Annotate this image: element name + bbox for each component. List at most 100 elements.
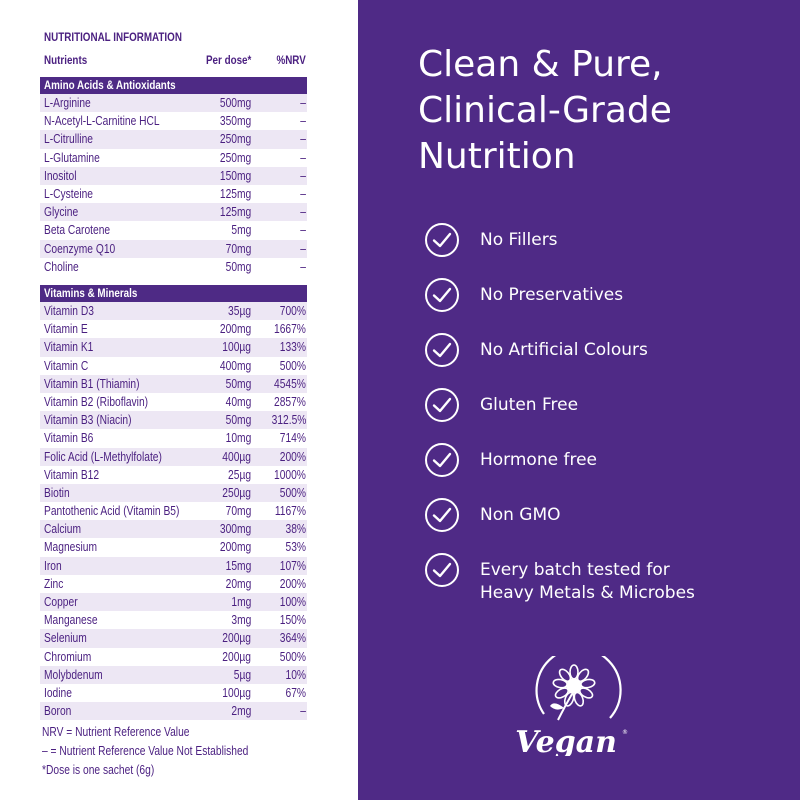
dose-value: 125mg bbox=[219, 186, 251, 201]
table-row: N-Acetyl-L-Carnitine HCL 350mg – bbox=[40, 112, 307, 131]
nutrient-name: Magnesium bbox=[44, 540, 97, 555]
dose-value: 40mg bbox=[225, 394, 251, 409]
check-circle-icon bbox=[425, 498, 459, 532]
check-circle-icon bbox=[425, 333, 459, 367]
nrv-value: 714% bbox=[279, 431, 306, 446]
nrv-value: – bbox=[300, 205, 306, 220]
table-row: Vitamin B2 (Riboflavin) 40mg 2857% bbox=[40, 392, 307, 412]
nutrient-name: L-Cysteine bbox=[44, 186, 93, 201]
table-row: Chromium 200µg 500% bbox=[40, 647, 307, 666]
feature-label-line: Gluten Free bbox=[480, 395, 579, 415]
dose-value: 15mg bbox=[225, 558, 251, 573]
table-row: Pantothenic Acid (Vitamin B5) 70mg 1167% bbox=[40, 502, 307, 521]
nutrient-name: Vitamin B2 (Riboflavin) bbox=[44, 394, 149, 409]
nrv-value: 2857% bbox=[274, 394, 306, 409]
dose-value: 70mg bbox=[225, 241, 251, 256]
header-per-dose: Per dose* bbox=[205, 53, 251, 67]
vitamins-minerals-table: Vitamin D3 35µg 700% Vitamin E 200mg 1667% Vit… bbox=[40, 302, 307, 721]
nutrient-name: Vitamin B3 (Niacin) bbox=[44, 413, 132, 428]
nutrient-name: Folic Acid (L-Methylfolate) bbox=[44, 449, 162, 464]
nrv-value: 107% bbox=[279, 558, 306, 573]
nrv-value: 200% bbox=[279, 449, 306, 464]
section-header-amino: Amino Acids & Antioxidants bbox=[40, 77, 307, 94]
nutrient-name: L-Arginine bbox=[44, 96, 91, 110]
feature-label: No Preservatives bbox=[480, 284, 623, 307]
table-row: Coenzyme Q10 70mg – bbox=[40, 239, 307, 258]
table-row: L-Citrulline 250mg – bbox=[40, 130, 307, 149]
feature-label: No Artificial Colours bbox=[480, 339, 648, 362]
nrv-value: – bbox=[300, 241, 306, 256]
dose-value: 100µg bbox=[222, 340, 251, 355]
table-row: Biotin 250µg 500% bbox=[40, 483, 307, 503]
nutrient-name: Calcium bbox=[44, 522, 82, 537]
nutrient-name: Selenium bbox=[44, 631, 87, 646]
dose-value: 300mg bbox=[219, 522, 251, 537]
dose-value: 20mg bbox=[225, 576, 251, 591]
feature-label: No Fillers bbox=[480, 229, 558, 252]
nutrient-name: Pantothenic Acid (Vitamin B5) bbox=[44, 504, 180, 519]
table-row: Molybdenum 5µg 10% bbox=[40, 665, 307, 684]
check-circle-icon bbox=[425, 388, 459, 422]
check-circle-icon bbox=[425, 223, 459, 257]
table-row: Choline 50mg – bbox=[40, 257, 307, 276]
table-row: Zinc 20mg 200% bbox=[40, 574, 307, 593]
dose-value: 200µg bbox=[222, 649, 251, 664]
dose-value: 100µg bbox=[222, 685, 251, 700]
feature-label-line: Heavy Metals & Microbes bbox=[480, 583, 695, 603]
nrv-value: 67% bbox=[285, 685, 306, 700]
nutrient-name: Beta Carotene bbox=[44, 223, 111, 238]
feature-label-line: Non GMO bbox=[480, 505, 561, 525]
footnote-dose: *Dose is one sachet (6g) bbox=[42, 763, 155, 777]
headline-line: Nutrition bbox=[418, 136, 576, 177]
nrv-value: – bbox=[300, 168, 306, 183]
nrv-value: 53% bbox=[285, 540, 306, 555]
nrv-value: – bbox=[300, 704, 306, 719]
dose-value: 125mg bbox=[219, 205, 251, 220]
dose-value: 200µg bbox=[222, 631, 251, 646]
nutrition-panel: NUTRITIONAL INFORMATION Nutrients Per do… bbox=[0, 0, 358, 800]
nrv-value: – bbox=[300, 186, 306, 201]
amino-acids-table: L-Arginine 500mg – N-Acetyl-L-Carnitine HCL… bbox=[40, 94, 307, 276]
nrv-value: – bbox=[300, 132, 306, 147]
nrv-value: 10% bbox=[285, 667, 306, 682]
dose-value: 1mg bbox=[231, 595, 251, 609]
nutrient-name: Copper bbox=[44, 595, 78, 609]
nutrient-name: Vitamin B6 bbox=[44, 431, 94, 446]
table-row: Glycine 125mg – bbox=[40, 203, 307, 222]
dose-value: 25µg bbox=[227, 467, 251, 482]
nrv-value: 1667% bbox=[274, 322, 306, 337]
table-row: Vitamin B3 (Niacin) 50mg 312.5% bbox=[40, 411, 307, 430]
feature-label-line: Hormone free bbox=[480, 450, 597, 470]
nutrition-title: NUTRITIONAL INFORMATION bbox=[44, 30, 182, 44]
dose-value: 10mg bbox=[225, 431, 251, 446]
table-row: Vitamin B12 25µg 1000% bbox=[40, 465, 307, 484]
table-row: Vitamin D3 35µg 700% bbox=[40, 302, 307, 321]
nrv-value: – bbox=[300, 114, 306, 129]
nutrient-name: Vitamin E bbox=[44, 322, 88, 337]
footnote-not-established: – = Nutrient Reference Value Not Establi… bbox=[42, 744, 249, 758]
nutrient-name: L-Citrulline bbox=[44, 132, 93, 147]
nutrient-name: N-Acetyl-L-Carnitine HCL bbox=[44, 114, 160, 129]
feature-label-line: Every batch tested for bbox=[480, 560, 670, 580]
svg-text:®: ® bbox=[622, 729, 628, 736]
feature-label-line: No Fillers bbox=[480, 230, 558, 250]
table-row: Vitamin K1 100µg 133% bbox=[40, 338, 307, 357]
header-nutrients: Nutrients bbox=[44, 53, 88, 67]
nutrient-name: Manganese bbox=[44, 613, 98, 628]
vegan-sunflower-logo: Vegan ® bbox=[515, 656, 628, 756]
dose-value: 5mg bbox=[231, 223, 251, 238]
nrv-value: – bbox=[300, 150, 306, 165]
nutrient-name: Coenzyme Q10 bbox=[44, 241, 116, 256]
nutrient-name: Vitamin K1 bbox=[44, 340, 94, 355]
table-row: Selenium 200µg 364% bbox=[40, 629, 307, 648]
nutrient-name: Choline bbox=[44, 259, 79, 274]
dose-value: 50mg bbox=[225, 376, 251, 391]
dose-value: 250µg bbox=[222, 485, 251, 500]
header-nrv: %NRV bbox=[276, 53, 306, 67]
nrv-value: 150% bbox=[279, 613, 306, 628]
table-row: Iodine 100µg 67% bbox=[40, 683, 307, 703]
footnote-nrv: NRV = Nutrient Reference Value bbox=[42, 725, 190, 739]
nutrient-name: Biotin bbox=[44, 485, 70, 500]
table-row: Copper 1mg 100% bbox=[40, 593, 307, 612]
feature-label: Non GMO bbox=[480, 504, 561, 527]
